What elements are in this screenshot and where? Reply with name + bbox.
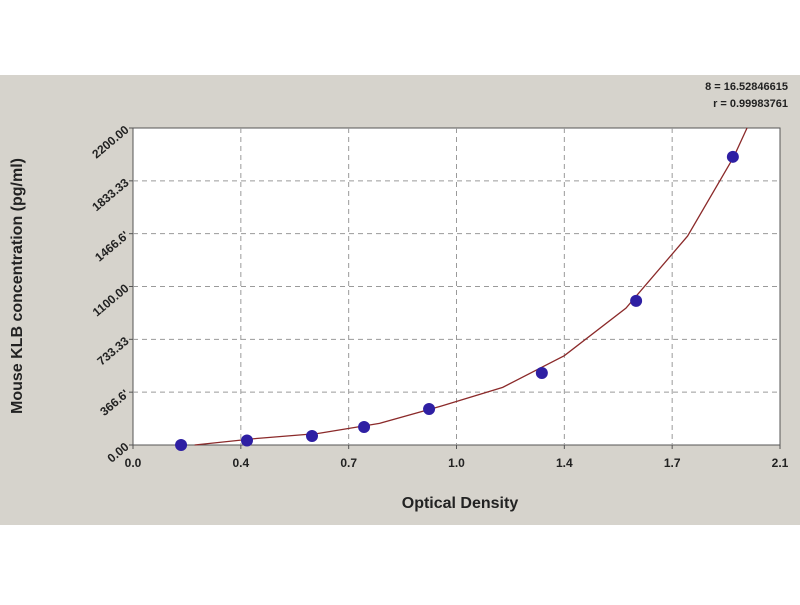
- data-point: [535, 366, 548, 379]
- x-tick-label: 0.4: [232, 456, 249, 470]
- x-tick-label: 1.0: [448, 456, 465, 470]
- data-point: [306, 429, 319, 442]
- x-tick-label: 0.0: [125, 456, 142, 470]
- data-point: [423, 402, 436, 415]
- x-tick-label: 0.7: [340, 456, 357, 470]
- data-point: [630, 294, 643, 307]
- annotation: r = 0.99983761: [713, 98, 788, 110]
- data-point: [240, 434, 253, 447]
- fit-curve: [194, 127, 748, 446]
- annotation: 8 = 16.52846615: [705, 81, 788, 93]
- x-axis-label: Optical Density: [402, 495, 519, 512]
- data-point: [175, 439, 188, 451]
- x-tick-label: 1.7: [664, 456, 681, 470]
- data-point: [726, 150, 739, 163]
- data-point: [358, 420, 371, 433]
- x-tick-label: 2.1: [772, 456, 789, 470]
- y-axis-label: Mouse KLB concentration (pg/ml): [9, 158, 26, 414]
- x-tick-label: 1.4: [556, 456, 573, 470]
